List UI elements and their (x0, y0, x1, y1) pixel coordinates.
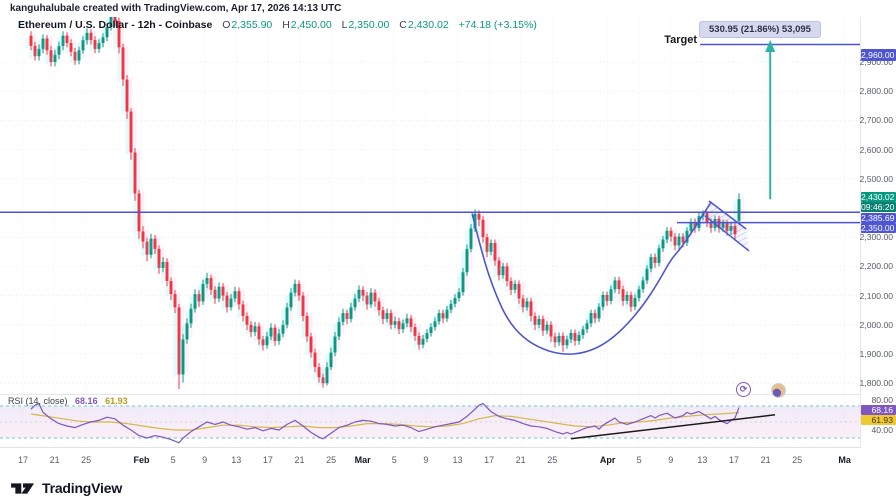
time-tick-label: 17 (728, 455, 740, 465)
time-tick-label: 17 (262, 455, 273, 465)
time-tick-label: 17 (484, 455, 495, 465)
target-text-label[interactable]: Target (664, 34, 697, 46)
ohlc-open-value: 2,355.90 (231, 19, 273, 31)
tradingview-logo-icon[interactable] (10, 480, 36, 497)
time-tick-label: 5 (170, 455, 176, 465)
time-tick-label: 17 (17, 455, 29, 465)
ohlc-close-key: C (399, 19, 407, 31)
emoji-reaction-icon[interactable] (771, 383, 786, 398)
time-tick-month-label: Ma (838, 455, 851, 465)
price-tick-label: 2,500.00 (859, 173, 893, 184)
time-tick-label: 25 (326, 455, 337, 465)
ohlc-low-key: L (341, 19, 348, 31)
change-value: +74.18 (+3.15%) (458, 19, 537, 31)
symbol-title[interactable]: Ethereum / U.S. Dollar - 12h - Coinbase (18, 19, 213, 31)
price-tick-label: 2,700.00 (859, 115, 893, 126)
ohlc-high-key: H (282, 19, 290, 31)
price-tick-label: 2,200.00 (859, 261, 893, 272)
bar-countdown-badge: 09:46:20 (861, 202, 896, 212)
ohlc-low-value: 2,350.00 (348, 19, 390, 31)
time-tick-month-label: Mar (354, 455, 371, 465)
time-tick-label: 21 (515, 455, 526, 465)
rsi-ma-value: 61.93 (105, 396, 128, 406)
time-tick-label: 9 (423, 455, 429, 465)
time-tick-month-label: Apr (599, 455, 616, 465)
time-tick-label: 13 (231, 455, 242, 465)
rsi-value-badge: 68.16 (861, 405, 896, 415)
time-tick-label: 25 (81, 455, 92, 465)
last-price-badge: 2,430.02 (861, 192, 896, 202)
ohlc-open-key: O (222, 19, 231, 31)
time-tick-label: 21 (49, 455, 60, 465)
price-tick-label: 2,000.00 (859, 319, 893, 330)
time-tick-label: 13 (452, 455, 463, 465)
time-tick-label: 25 (792, 455, 803, 465)
symbol-legend[interactable]: Ethereum / U.S. Dollar - 12h - Coinbase … (18, 19, 537, 31)
tradingview-brand-text[interactable]: TradingView (42, 480, 123, 496)
time-tick-label: 21 (294, 455, 305, 465)
price-tick-label: 2,600.00 (859, 144, 893, 155)
price-tick-label: 2,300.00 (859, 232, 893, 243)
time-tick-label: 9 (202, 455, 208, 465)
price-tick-label: 1,800.00 (859, 378, 893, 389)
time-tick-label: 9 (668, 455, 674, 465)
attribution-bar: kanguhalubale created with TradingView.c… (0, 0, 896, 17)
refresh-plus-icon[interactable]: ⟳ (736, 382, 751, 397)
price-axis[interactable]: USD 2,900.002,800.002,700.002,600.002,50… (859, 5, 896, 472)
rsi-title: RSI (14, close) (8, 396, 68, 406)
attribution-text: kanguhalubale created with TradingView.c… (10, 3, 342, 14)
time-tick-label: 25 (547, 455, 558, 465)
ohlc-close-value: 2,430.02 (407, 19, 449, 31)
time-tick-label: 5 (391, 455, 397, 465)
price-tick-label: 2,900.00 (859, 57, 893, 67)
ohlc-high-value: 2,450.00 (290, 19, 332, 31)
price-tick-label: 2,100.00 (859, 290, 893, 301)
price-tick-label: 2,800.00 (859, 86, 893, 97)
rsi-legend[interactable]: RSI (14, close) 68.16 61.93 (8, 396, 128, 406)
time-tick-month-label: Feb (133, 455, 150, 465)
time-tick-label: 13 (697, 455, 708, 465)
time-axis[interactable]: 17 21 25 Feb 5 9 13 17 21 25 Mar 5 9 13 17 21 25 Apr 5 9 13 1… (0, 447, 896, 473)
rsi-value: 68.16 (75, 396, 98, 406)
footer-bar: TradingView (0, 472, 896, 504)
target-price-badge: 2,960.00 (861, 49, 896, 61)
rsi-ma-value-badge: 61.93 (861, 415, 896, 425)
support-level-badge: 2,350.00 (861, 223, 896, 233)
time-tick-label: 21 (760, 455, 771, 465)
pane-separator[interactable] (0, 392, 861, 397)
rsi-axis-tick-high: 80.00 (871, 395, 893, 405)
resistance-level-badge: 2,385.69 (861, 212, 896, 223)
rsi-axis-tick-low: 40.00 (871, 425, 893, 435)
time-tick-label: 5 (636, 455, 642, 465)
measured-move-badge[interactable]: 530.95 (21.86%) 53,095 (699, 21, 821, 38)
price-tick-label: 1,900.00 (859, 349, 893, 359)
